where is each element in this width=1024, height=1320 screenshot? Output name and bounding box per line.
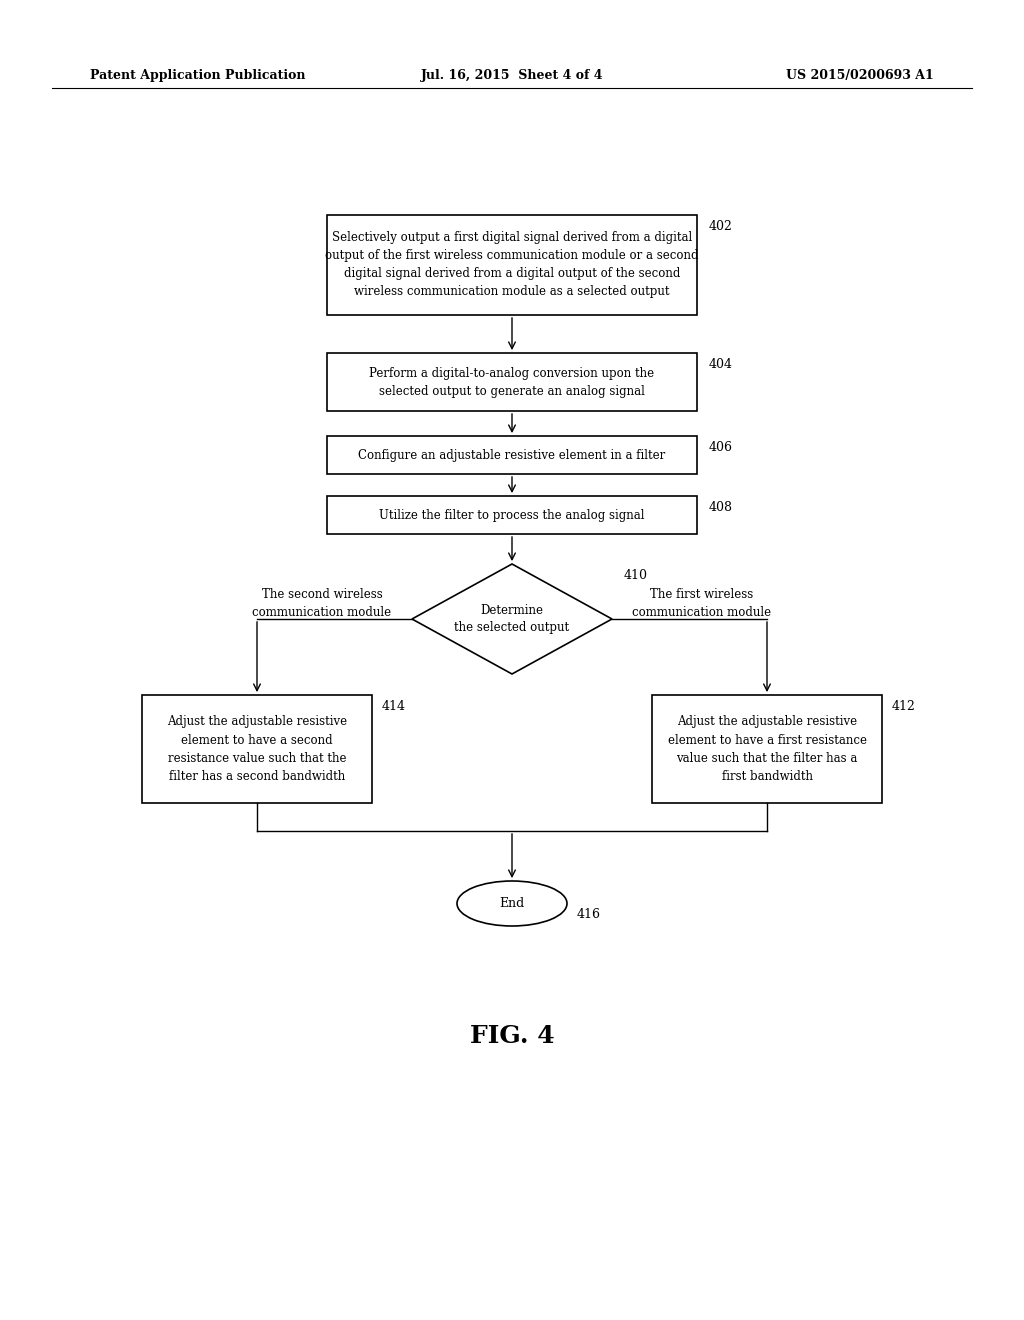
- Text: 410: 410: [624, 569, 648, 582]
- Bar: [652, 696, 882, 803]
- Text: End: End: [500, 898, 524, 909]
- Text: Utilize the filter to process the analog signal: Utilize the filter to process the analog…: [379, 508, 645, 521]
- Text: Jul. 16, 2015  Sheet 4 of 4: Jul. 16, 2015 Sheet 4 of 4: [421, 69, 603, 82]
- Text: US 2015/0200693 A1: US 2015/0200693 A1: [786, 69, 934, 82]
- Text: Configure an adjustable resistive element in a filter: Configure an adjustable resistive elemen…: [358, 449, 666, 462]
- Text: Patent Application Publication: Patent Application Publication: [90, 69, 305, 82]
- Bar: [327, 352, 697, 411]
- Bar: [142, 696, 372, 803]
- Text: The first wireless
communication module: The first wireless communication module: [633, 589, 771, 619]
- Text: 412: 412: [892, 700, 915, 713]
- Text: 416: 416: [577, 908, 601, 921]
- Text: The second wireless
communication module: The second wireless communication module: [253, 589, 391, 619]
- Text: FIG. 4: FIG. 4: [470, 1024, 554, 1048]
- Text: Adjust the adjustable resistive
element to have a second
resistance value such t: Adjust the adjustable resistive element …: [167, 715, 347, 783]
- Text: 406: 406: [709, 441, 733, 454]
- Polygon shape: [412, 564, 612, 675]
- Text: Determine
the selected output: Determine the selected output: [455, 603, 569, 635]
- Text: 402: 402: [709, 220, 733, 234]
- Ellipse shape: [457, 880, 567, 927]
- Bar: [327, 215, 697, 315]
- Text: Selectively output a first digital signal derived from a digital
output of the f: Selectively output a first digital signa…: [326, 231, 698, 298]
- Text: 404: 404: [709, 358, 733, 371]
- Text: 408: 408: [709, 502, 733, 513]
- Bar: [327, 436, 697, 474]
- Text: Adjust the adjustable resistive
element to have a first resistance
value such th: Adjust the adjustable resistive element …: [668, 715, 866, 783]
- Text: Perform a digital-to-analog conversion upon the
selected output to generate an a: Perform a digital-to-analog conversion u…: [370, 367, 654, 397]
- Bar: [327, 496, 697, 535]
- Text: 414: 414: [382, 700, 406, 713]
